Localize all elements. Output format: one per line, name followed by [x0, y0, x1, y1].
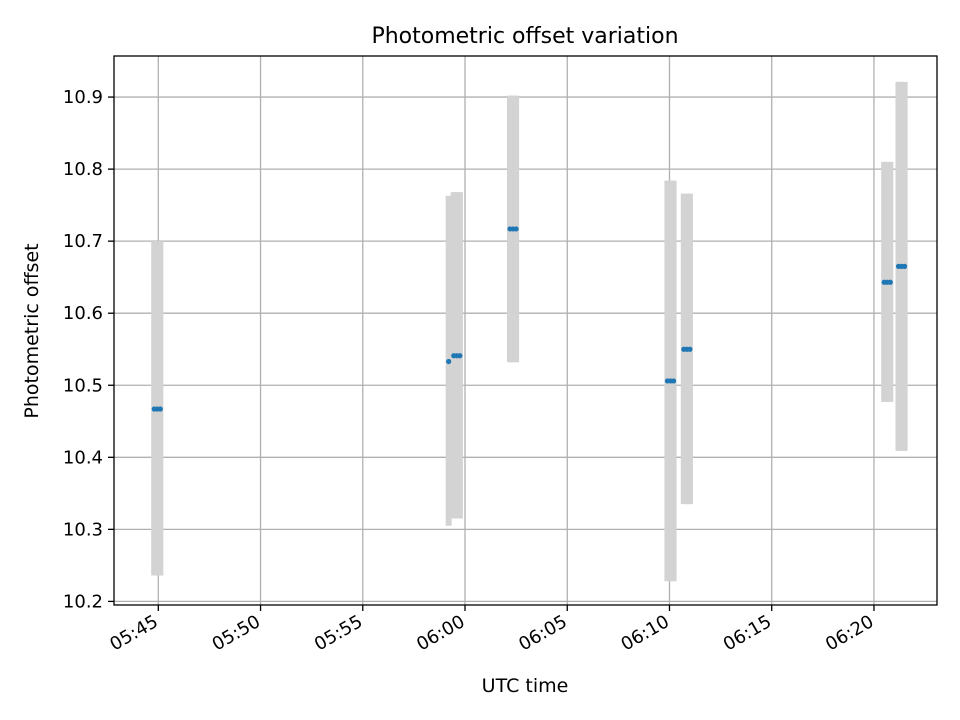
data-point [887, 279, 893, 285]
y-axis-ticks: 10.2 10.3 10.4 10.5 10.6 10.7 10.8 10.9 [63, 87, 114, 612]
y-tick-label: 10.4 [63, 447, 103, 468]
data-point [513, 226, 519, 232]
y-tick-label: 10.7 [63, 231, 103, 252]
chart-title: Photometric offset variation [371, 24, 678, 49]
data-point [457, 353, 463, 359]
y-tick-label: 10.9 [63, 87, 103, 108]
y-tick-label: 10.2 [63, 591, 103, 612]
data-point [670, 378, 677, 384]
y-axis-label: Photometric offset [21, 243, 43, 418]
data-points [151, 226, 908, 412]
y-tick-label: 10.3 [63, 519, 103, 540]
y-tick-label: 10.5 [63, 375, 103, 396]
data-point [446, 358, 452, 365]
data-point [687, 346, 693, 352]
x-axis-label: UTC time [482, 675, 569, 697]
data-point [157, 406, 163, 412]
y-tick-label: 10.8 [63, 159, 103, 180]
y-tick-label: 10.6 [63, 303, 103, 324]
plot-frame [113, 55, 938, 606]
data-point [902, 263, 908, 269]
